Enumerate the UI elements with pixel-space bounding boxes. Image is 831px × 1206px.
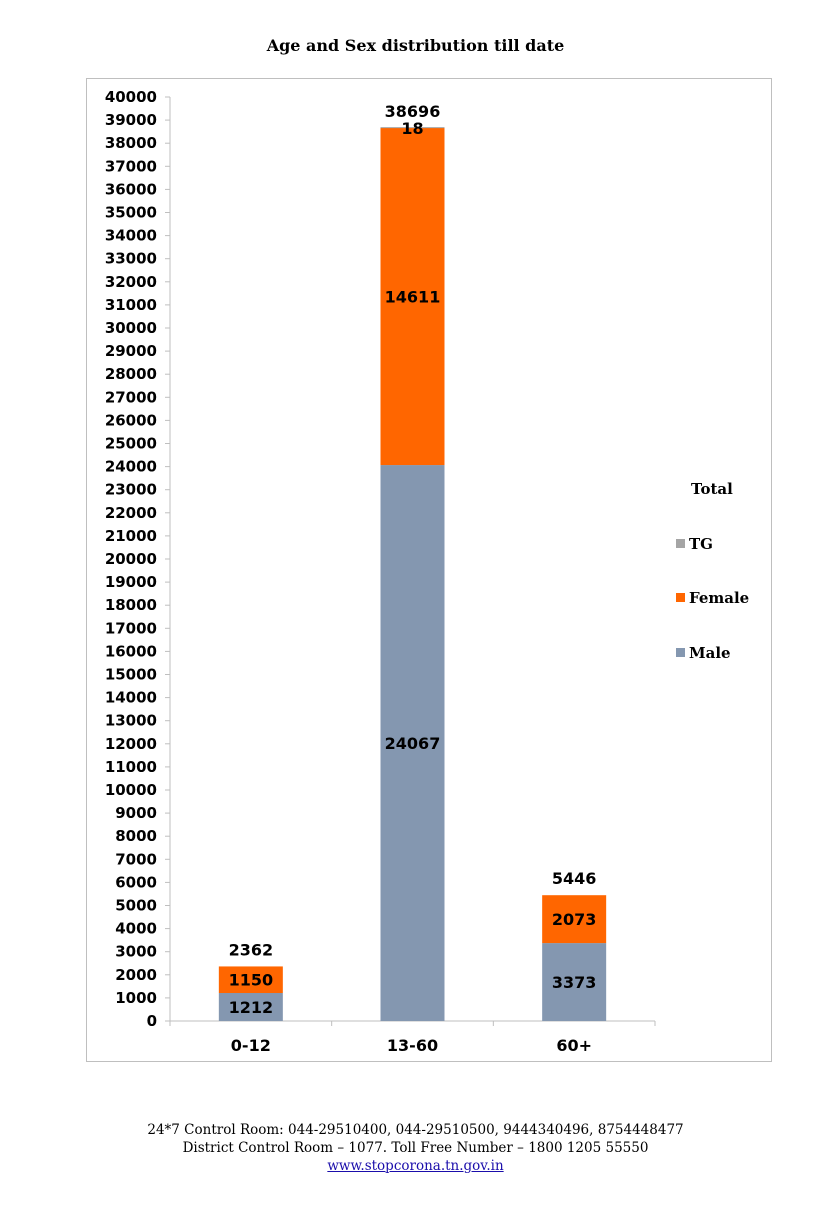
- y-tick-label: 9000: [115, 804, 157, 822]
- y-tick-label: 27000: [105, 388, 157, 406]
- y-tick-label: 35000: [105, 204, 157, 222]
- y-tick-label: 7000: [115, 850, 157, 868]
- data-label-female: 1150: [229, 971, 274, 990]
- y-tick-label: 14000: [105, 689, 157, 707]
- legend-item-female: Female: [676, 589, 749, 607]
- y-tick-label: 12000: [105, 735, 157, 753]
- y-tick-label: 18000: [105, 596, 157, 614]
- y-tick-label: 8000: [115, 827, 157, 845]
- y-tick-label: 20000: [105, 550, 157, 568]
- legend-item-male: Male: [676, 644, 731, 662]
- y-tick-label: 34000: [105, 227, 157, 245]
- legend-swatch-male: [676, 648, 685, 657]
- data-label-male: 24067: [385, 734, 441, 753]
- y-tick-label: 15000: [105, 666, 157, 684]
- y-tick-label: 11000: [105, 758, 157, 776]
- bar-segment-female: [380, 127, 445, 466]
- footer-link-wrap: www.stopcorona.tn.gov.in: [0, 1158, 831, 1174]
- data-label-total: 38696: [385, 102, 441, 121]
- y-tick-label: 5000: [115, 897, 157, 915]
- x-category-label: 0-12: [231, 1036, 271, 1055]
- bar-segment-tg: [380, 127, 445, 129]
- legend-swatch-female: [676, 593, 685, 602]
- y-tick-label: 30000: [105, 319, 157, 337]
- y-tick-label: 17000: [105, 619, 157, 637]
- y-tick-label: 4000: [115, 920, 157, 938]
- bar-segment-male: [218, 993, 283, 1021]
- bars: [218, 127, 607, 1021]
- y-tick-label: 40000: [105, 88, 157, 106]
- bar-segment-female: [218, 966, 283, 994]
- data-label-total: 5446: [552, 869, 597, 888]
- y-tick-label: 37000: [105, 157, 157, 175]
- data-label-male: 1212: [229, 998, 274, 1017]
- legend-label-female: Female: [689, 589, 750, 607]
- y-tick-label: 22000: [105, 504, 157, 522]
- y-tick-label: 16000: [105, 642, 157, 660]
- legend-swatch-tg: [676, 539, 685, 548]
- y-tick-label: 36000: [105, 180, 157, 198]
- y-tick-label: 1000: [115, 989, 157, 1007]
- y-tick-label: 31000: [105, 296, 157, 314]
- y-tick-label: 33000: [105, 250, 157, 268]
- bar-segment-male: [542, 943, 607, 1021]
- data-label-male: 3373: [552, 973, 597, 992]
- legend-label-tg: TG: [689, 535, 713, 553]
- legend-label-male: Male: [689, 644, 731, 662]
- y-tick-label: 3000: [115, 943, 157, 961]
- bar-segment-male: [380, 465, 445, 1021]
- bar-segment-female: [542, 895, 607, 944]
- data-label-female: 2073: [552, 910, 597, 929]
- y-tick-label: 2000: [115, 966, 157, 984]
- data-label-total: 2362: [229, 940, 274, 959]
- y-tick-label: 28000: [105, 365, 157, 383]
- y-tick-label: 19000: [105, 573, 157, 591]
- y-axis: 0 1000 2000 3000 4000 5000 6000 7000 8000 9000 100…: [105, 88, 171, 1030]
- x-category-label: 60+: [556, 1036, 592, 1055]
- y-tick-label: 13000: [105, 712, 157, 730]
- x-axis: 0-12 13-60 60+: [169, 1020, 656, 1055]
- chart-frame: 0 1000 2000 3000 4000 5000 6000 7000 8000 9000 100…: [86, 78, 772, 1062]
- legend-item-tg: TG: [676, 535, 713, 553]
- y-tick-label: 6000: [115, 873, 157, 891]
- y-tick-label: 0: [147, 1012, 157, 1030]
- data-label-female: 14611: [385, 287, 441, 306]
- legend-title: Total: [691, 480, 733, 498]
- y-tick-label: 39000: [105, 111, 157, 129]
- chart-svg: 0 1000 2000 3000 4000 5000 6000 7000 8000 9000 100…: [105, 88, 656, 1055]
- y-tick-label: 32000: [105, 273, 157, 291]
- page-title: Age and Sex distribution till date: [266, 36, 565, 55]
- x-category-label: 13-60: [387, 1036, 438, 1055]
- data-label-tg: 18: [401, 119, 423, 138]
- y-tick-label: 23000: [105, 481, 157, 499]
- y-tick-label: 24000: [105, 458, 157, 476]
- y-tick-label: 29000: [105, 342, 157, 360]
- footer-control-room: 24*7 Control Room: 044-29510400, 044-295…: [147, 1122, 684, 1138]
- footer-district-control: District Control Room – 1077. Toll Free …: [182, 1140, 649, 1156]
- website-link[interactable]: www.stopcorona.tn.gov.in: [327, 1158, 504, 1174]
- y-tick-label: 10000: [105, 781, 157, 799]
- y-tick-label: 21000: [105, 527, 157, 545]
- y-tick-label: 38000: [105, 134, 157, 152]
- y-tick-label: 25000: [105, 435, 157, 453]
- y-tick-label: 26000: [105, 411, 157, 429]
